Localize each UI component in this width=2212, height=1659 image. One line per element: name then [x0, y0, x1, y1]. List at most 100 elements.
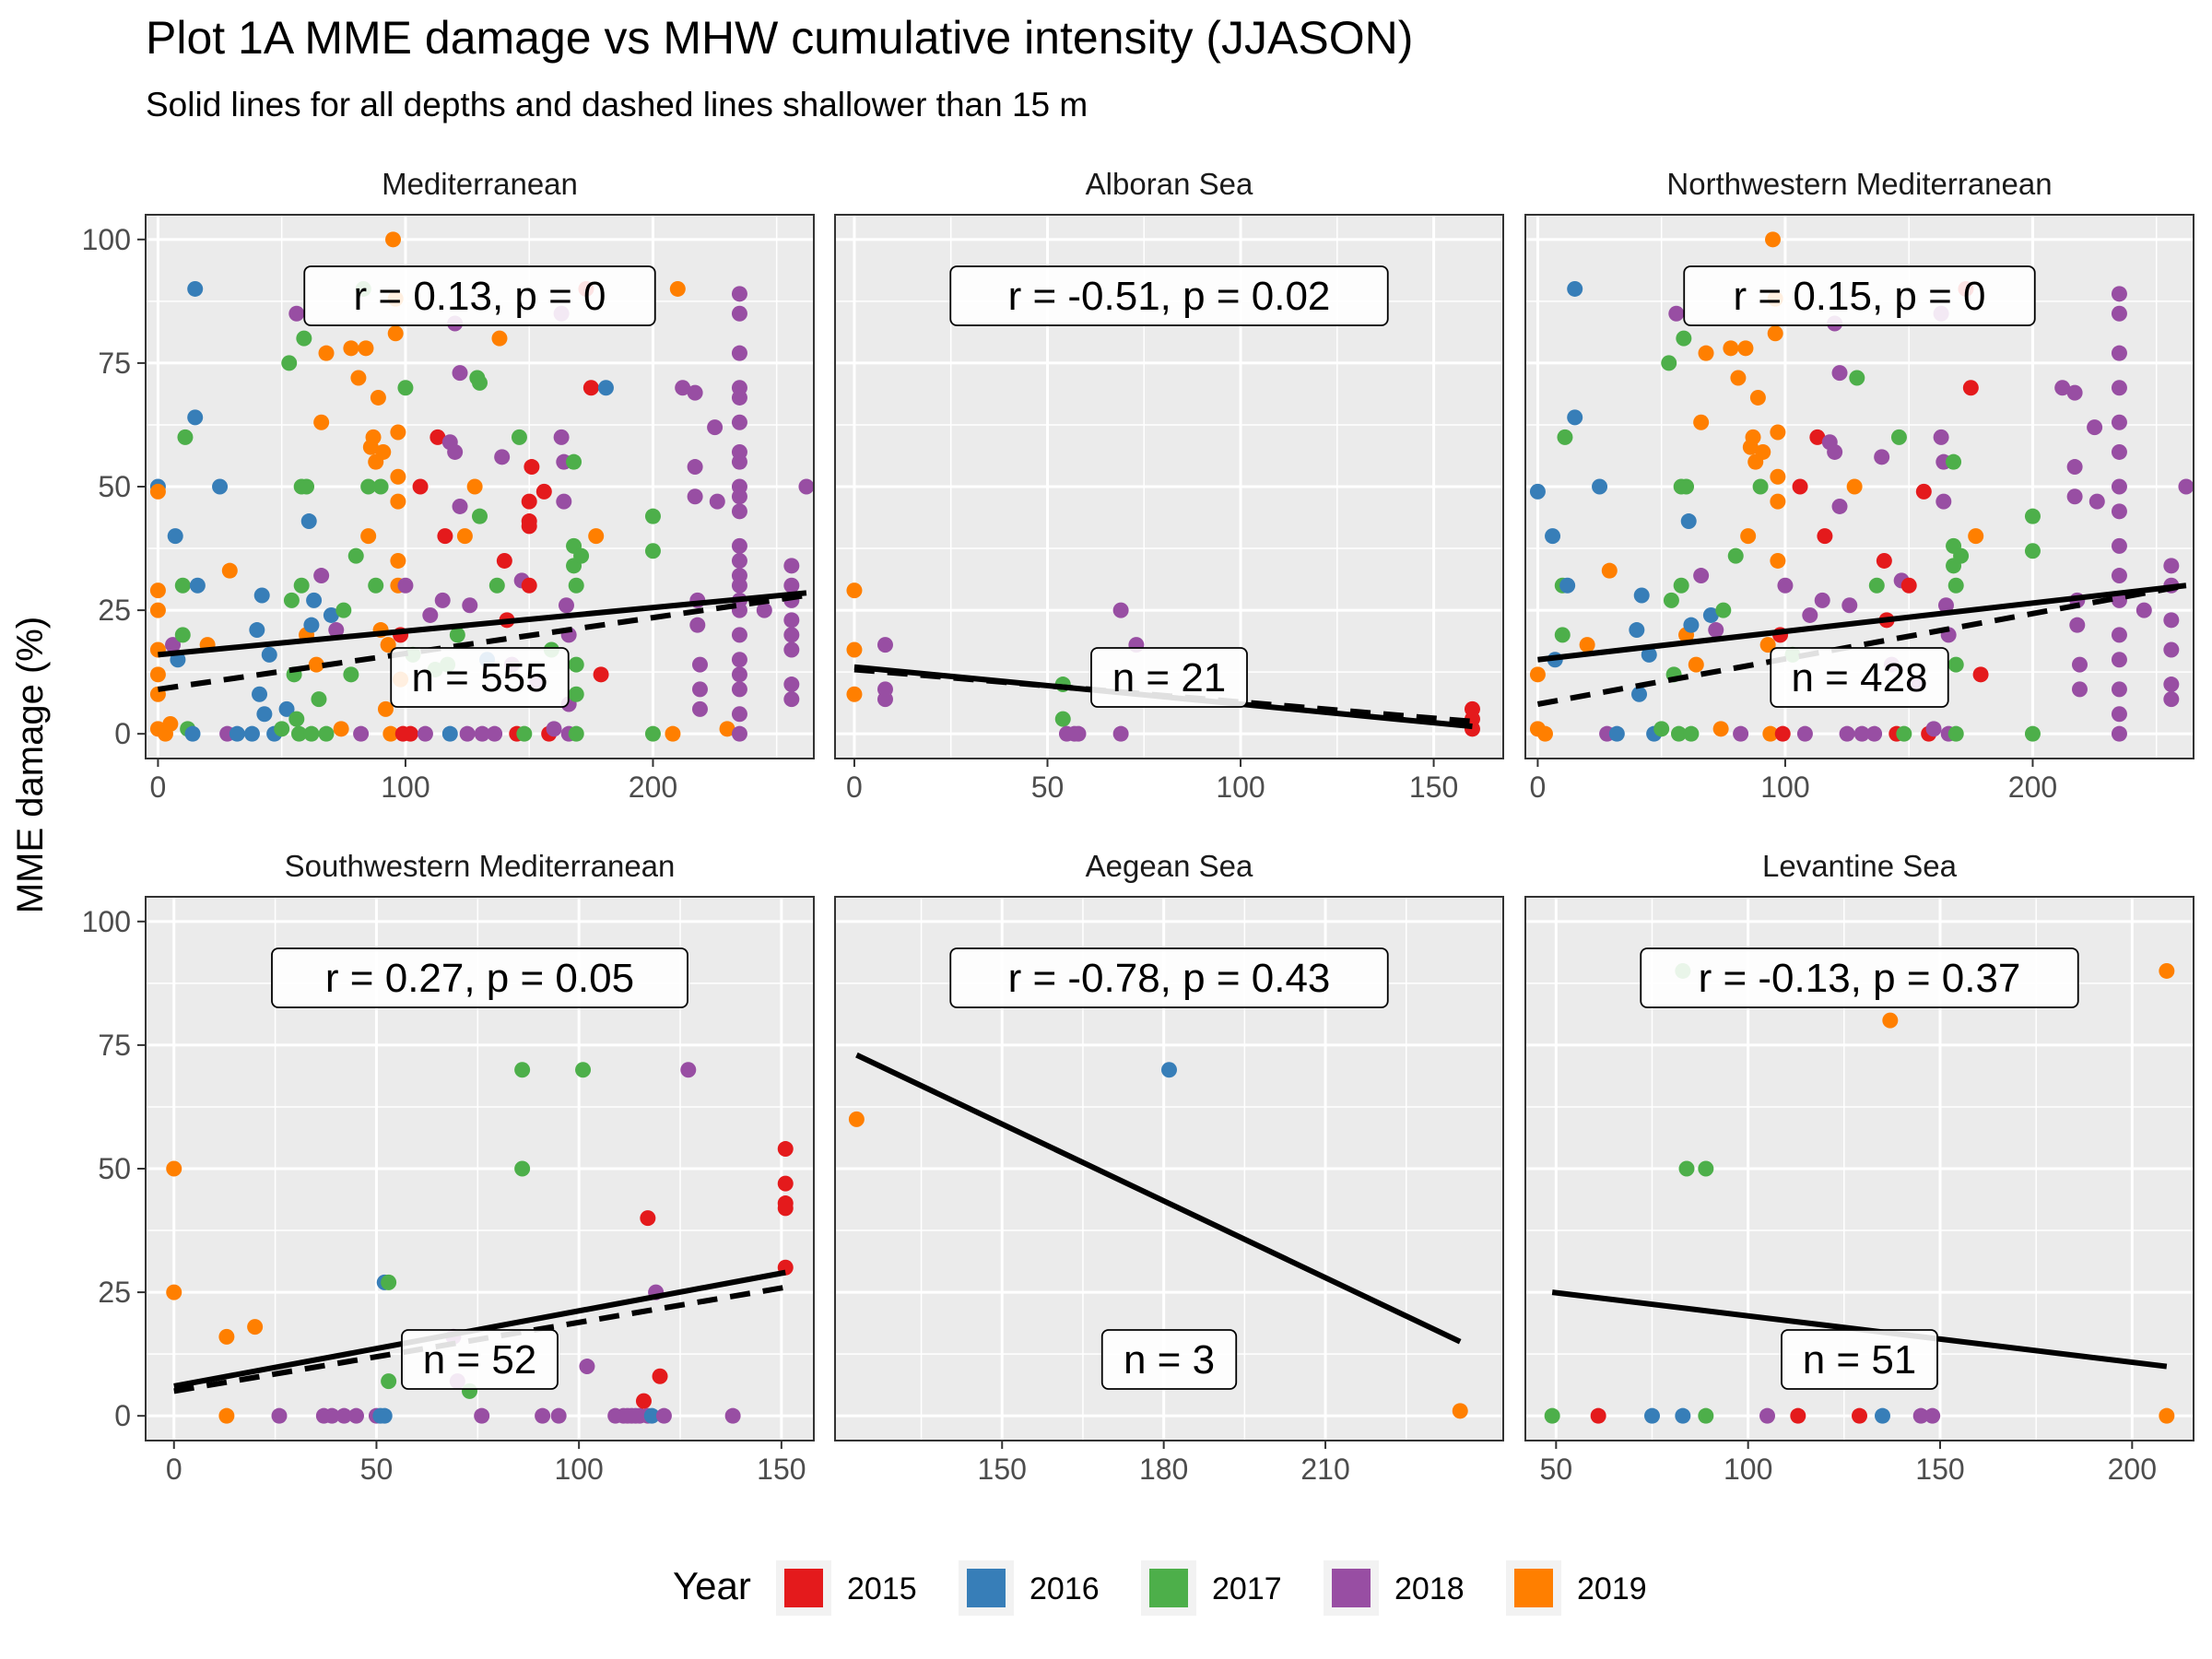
data-point-2019	[380, 637, 396, 653]
data-point-2016	[1161, 1062, 1177, 1078]
data-point-2017	[1698, 1160, 1714, 1177]
data-point-2018	[687, 384, 703, 401]
data-point-2019	[1579, 637, 1595, 653]
data-point-2018	[553, 429, 570, 445]
regression-line-shallow	[1536, 582, 2187, 707]
data-point-2017	[299, 478, 315, 495]
data-point-2018	[487, 725, 503, 742]
data-point-2015	[582, 380, 599, 396]
data-point-2019	[1846, 478, 1863, 495]
x-tick-label: 100	[1724, 1453, 1772, 1486]
x-tick-label: 150	[978, 1453, 1027, 1486]
data-point-2019	[1730, 370, 1747, 386]
data-point-2018	[328, 622, 345, 639]
data-point-2018	[452, 365, 468, 382]
panel-strip-label: Northwestern Mediterranean	[1666, 167, 2052, 201]
n-label-box	[1100, 1329, 1238, 1390]
correlation-label-box	[303, 265, 656, 326]
data-point-2018	[313, 568, 330, 584]
y-tick-label: 25	[98, 594, 131, 627]
data-point-2015	[429, 429, 446, 445]
correlation-label-text: r = 0.13, p = 0	[354, 274, 606, 319]
data-point-2017	[281, 355, 298, 371]
data-point-2015	[593, 666, 609, 683]
data-point-2019	[1749, 389, 1766, 406]
correlation-label-text: r = -0.13, p = 0.37	[1699, 956, 2021, 1001]
data-point-2019	[1745, 429, 1761, 445]
data-point-2019	[491, 330, 508, 347]
data-point-2019	[390, 552, 406, 569]
data-point-2018	[2111, 380, 2127, 396]
data-point-2018	[2111, 706, 2127, 723]
data-point-2017	[1890, 429, 1907, 445]
data-point-2018	[2163, 558, 2180, 574]
legend-label: 2019	[1577, 1571, 1647, 1606]
data-point-2016	[1875, 1407, 1890, 1424]
data-point-2017	[177, 429, 194, 445]
data-point-2018	[1070, 725, 1087, 742]
data-point-2018	[2088, 493, 2105, 510]
data-point-2018	[1933, 429, 1949, 445]
data-point-2016	[256, 706, 273, 723]
data-point-2017	[2024, 543, 2041, 559]
data-point-2016	[1633, 587, 1650, 604]
data-point-2018	[731, 652, 747, 668]
data-point-2019	[1968, 528, 1984, 545]
data-point-2019	[375, 443, 392, 460]
data-point-2018	[2066, 459, 2083, 476]
n-label: n = 51	[1781, 1329, 1938, 1390]
data-point-2019	[456, 528, 473, 545]
correlation-label-text: r = -0.78, p = 0.43	[1008, 956, 1331, 1001]
data-point-2016	[1644, 1407, 1660, 1424]
data-point-2016	[376, 1407, 393, 1424]
data-point-2017	[472, 374, 488, 391]
data-point-2018	[417, 725, 433, 742]
data-point-2018	[462, 597, 478, 614]
panel-strip-label: Levantine Sea	[1762, 849, 1958, 883]
x-tick-label: 50	[360, 1453, 394, 1486]
data-point-2017	[1663, 592, 1679, 608]
data-point-2018	[434, 592, 451, 608]
data-point-2019	[333, 721, 349, 737]
data-point-2018	[2071, 656, 2088, 673]
legend-title: Year	[673, 1564, 751, 1607]
data-point-2019	[387, 325, 404, 342]
data-point-2015	[1774, 725, 1791, 742]
data-point-2017	[283, 592, 300, 608]
chart-title: Plot 1A MME damage vs MHW cumulative int…	[146, 12, 1413, 64]
data-point-2016	[1529, 483, 1546, 500]
n-label-text: n = 21	[1112, 655, 1227, 700]
data-point-2018	[447, 443, 464, 460]
x-tick-label: 0	[150, 771, 167, 804]
data-point-2018	[2111, 443, 2127, 460]
data-point-2018	[1796, 725, 1813, 742]
data-point-2015	[1809, 429, 1826, 445]
data-point-2018	[2111, 568, 2127, 584]
data-point-2017	[1715, 602, 1732, 618]
data-point-2019	[1882, 1012, 1899, 1029]
data-point-2016	[1631, 686, 1648, 702]
panel-border	[1524, 214, 2194, 759]
data-point-2018	[474, 725, 490, 742]
data-point-2019	[1762, 725, 1779, 742]
data-point-2018	[494, 449, 511, 465]
data-point-2018	[1841, 597, 1858, 614]
facet-panels: Mediterranean r = 0.13, p = 0 n = 555 0 100 2…	[82, 167, 2194, 1486]
data-point-2016	[243, 725, 260, 742]
data-point-2019	[149, 582, 166, 599]
data-point-2018	[783, 558, 800, 574]
data-point-2018	[731, 681, 747, 698]
data-point-2018	[1112, 602, 1129, 618]
legend-swatch	[1514, 1569, 1553, 1607]
data-point-2018	[783, 677, 800, 693]
data-point-2015	[1792, 478, 1808, 495]
data-point-2019	[1737, 340, 1754, 357]
x-tick-label: 100	[381, 771, 429, 804]
data-point-2019	[343, 340, 359, 357]
data-point-2018	[558, 597, 574, 614]
n-label-box	[401, 1329, 559, 1390]
panel-strip-label: Southwestern Mediterranean	[285, 849, 676, 883]
data-point-2016	[441, 725, 458, 742]
x-tick-label: 150	[757, 1453, 806, 1486]
